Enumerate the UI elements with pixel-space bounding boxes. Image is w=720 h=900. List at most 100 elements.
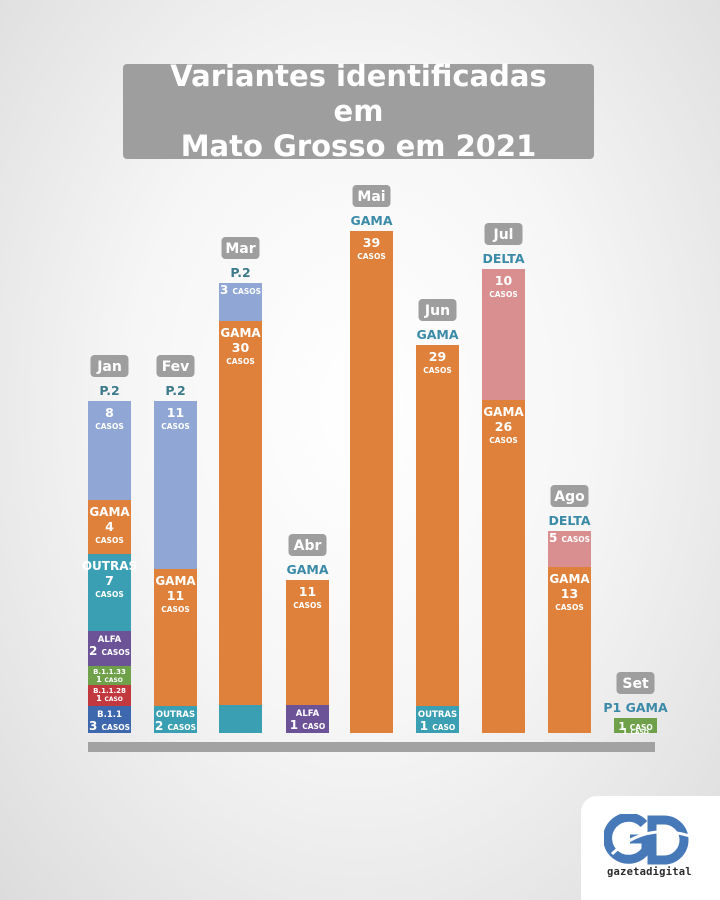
bar-segment-jan-p-2 (88, 401, 131, 500)
segment-count-abr-alfa: 1 CASO (290, 718, 326, 732)
segment-count-jun-outras: 1 CASO (420, 719, 456, 733)
bar-segment-jan-b-1-1-33 (88, 666, 131, 685)
segment-unit-jan-alfa: CASOS (102, 648, 131, 657)
segment-unit-fev-p-2: CASOS (161, 422, 190, 431)
top-variant-label-abr: GAMA (286, 562, 328, 577)
month-label-fev: Fev (162, 359, 190, 375)
bar-segment-jan-b-1-1-28 (88, 685, 131, 706)
month-badge-jun (418, 299, 457, 321)
segment-unit-ago-gama: CASOS (555, 603, 584, 612)
month-badge-abr (288, 534, 327, 556)
segment-name-ago-gama: GAMA (549, 572, 590, 586)
top-variant-label-fev: P.2 (165, 383, 185, 398)
month-badge-ago (550, 485, 589, 507)
month-badge-jan (90, 355, 129, 377)
segment-count-jan-p-2: 8 (105, 405, 114, 420)
top-variant-label-jan: P.2 (99, 383, 119, 398)
bar-segment-jul-gama (482, 400, 525, 733)
segment-name-jul-gama: GAMA (483, 405, 524, 419)
month-label-jul: Jul (493, 227, 514, 243)
segment-count-mai-gama: 39 (363, 235, 380, 250)
top-variant-label-ago: DELTA (548, 513, 590, 528)
segment-count-fev-outras: 2 CASOS (155, 719, 196, 733)
segment-count-abr-gama: 11 (299, 584, 316, 599)
segment-unit-jan-outras: CASOS (95, 590, 124, 599)
segment-count-jun-gama: 29 (429, 349, 446, 364)
month-label-jan: Jan (96, 359, 122, 375)
month-badge-fev (156, 355, 195, 377)
bar-segment-jun-outras (416, 706, 459, 733)
month-label-mai: Mai (357, 189, 385, 205)
bar-segment-mai-gama (350, 231, 393, 733)
segment-unit-set-p1-gama: CASO (630, 729, 648, 736)
segment-name-jun-outras: OUTRAS (418, 710, 457, 720)
bar-segment-jan-outras (88, 554, 131, 631)
month-label-set: Set (622, 676, 649, 692)
chart-title-box: Variantes identificadas em Mato Grosso e… (123, 59, 594, 163)
bar-segment-abr-gama (286, 580, 329, 705)
segment-name-fev-outras: OUTRAS (156, 710, 195, 720)
top-variant-label-jun: GAMA (416, 327, 458, 342)
logo-wordmark: gazetadigital (607, 866, 692, 878)
segment-unit-abr-gama: CASOS (293, 601, 322, 610)
segment-unit-set: CASO (630, 723, 653, 732)
segment-unit-jan-gama: CASOS (95, 536, 124, 545)
segment-count-set: 1 CASO (618, 720, 653, 733)
segment-name-abr-alfa: ALFA (296, 709, 320, 719)
month-badge-jul (484, 223, 523, 245)
segment-unit-jun-gama: CASOS (423, 366, 452, 375)
top-variant-label-jul: DELTA (482, 251, 524, 266)
segment-count-mar-gama: 30 (232, 340, 250, 355)
segment-count-jul-gama: 26 (495, 419, 513, 434)
segment-count-jan-b-1-1-28: 1 CASO (96, 694, 123, 703)
bar-segment-jan-gama (88, 500, 131, 554)
segment-unit-jan-b-1-1: CASOS (102, 723, 131, 732)
segment-count-jan-alfa: 2 CASOS (89, 644, 130, 658)
bar-segment-jun-gama (416, 345, 459, 706)
bar-segment-mar-p-2 (219, 283, 262, 321)
segment-unit-jul-gama: CASOS (489, 436, 518, 445)
bar-segment-ago-delta (548, 531, 591, 567)
segment-count-jan-b-1-1: 3 CASOS (89, 719, 130, 733)
segment-count-jan-gama: 4 (105, 519, 114, 534)
segment-unit-jul-delta: CASOS (489, 290, 518, 299)
segment-count-ago-delta: 5 CASOS (549, 531, 590, 545)
top-variant-label-mar: P.2 (230, 265, 250, 280)
segment-name-jan-b-1-1-33: B.1.1.33 (93, 668, 126, 676)
segment-unit-jun-outras: CASO (432, 723, 455, 732)
segment-unit-fev-gama: CASOS (161, 605, 190, 614)
month-badge-mai (352, 185, 391, 207)
gazetadigital-logo-icon (604, 814, 691, 865)
month-badge-set (616, 672, 655, 694)
segment-unit-mar-gama: CASOS (226, 357, 255, 366)
bar-segment-jan-b-1-1 (88, 706, 131, 733)
month-label-ago: Ago (554, 489, 585, 505)
segment-count-jul-delta: 10 (495, 273, 513, 288)
month-label-jun: Jun (424, 303, 450, 319)
top-variant-label-mai: GAMA (350, 213, 392, 228)
bar-segment-mar-gama (219, 321, 262, 705)
bar-segment-fev-p-2 (154, 401, 197, 569)
segment-count-ago-gama: 13 (561, 586, 578, 601)
month-label-mar: Mar (225, 241, 255, 257)
bar-segment-fev-gama (154, 569, 197, 706)
bar-segment-set-p1-gama (614, 718, 657, 733)
month-label-abr: Abr (294, 538, 322, 554)
segment-name-mar-gama: GAMA (220, 326, 261, 340)
segment-name-jan-alfa: ALFA (98, 635, 122, 645)
segment-name-jan-gama: GAMA (89, 505, 130, 519)
bar-segment-abr-alfa (286, 705, 329, 733)
segment-name-fev-gama: GAMA (155, 574, 196, 588)
bar-segment-mar-outras (219, 705, 262, 733)
segment-unit-jan-b-1-1-28: CASO (104, 696, 122, 703)
bar-segment-jul-delta (482, 269, 525, 400)
chart-baseline (88, 742, 655, 752)
segment-unit-mar-p-2: CASOS (233, 287, 262, 296)
segment-count-jan-outras: 7 (105, 573, 114, 588)
bar-segment-fev-outras (154, 706, 197, 733)
segment-count-mar-p-2: 3 CASOS (220, 283, 261, 297)
chart-title: Variantes identificadas em Mato Grosso e… (170, 59, 547, 163)
segment-name-jan-b-1-1: B.1.1 (97, 710, 122, 720)
segment-unit-jan-b-1-1-33: CASO (104, 677, 122, 684)
segment-name-jan-outras: OUTRAS (82, 559, 137, 573)
